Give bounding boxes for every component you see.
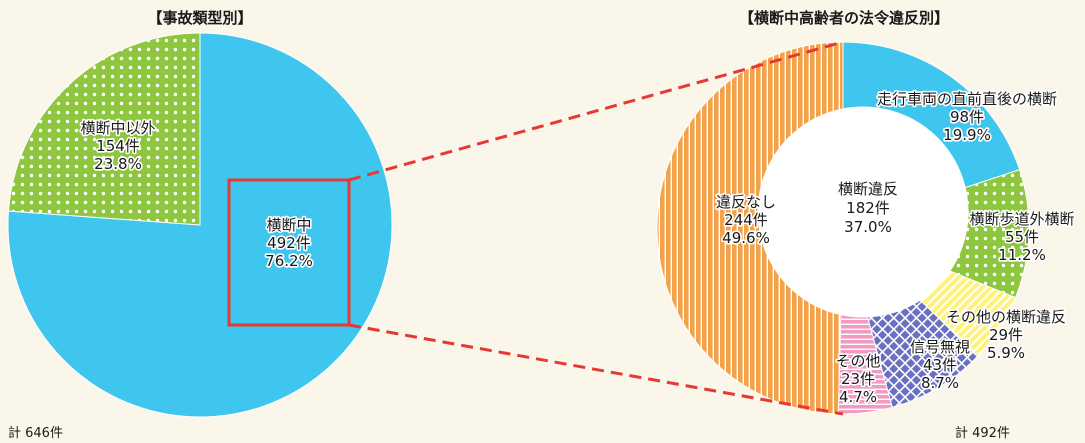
label-right-signal-line-1: 43件 [923,356,957,374]
label-right-other-line-1: 23件 [841,370,875,388]
label-right-other-crossing: その他の横断違反 29件 5.9% [946,308,1066,362]
label-left-crossing-line-2: 76.2% [265,252,313,270]
left-pie-slice-1 [7,32,201,226]
label-left-crossing: 横断中 492件 76.2% [265,216,313,270]
label-right-outside-crosswalk-line-0: 横断歩道外横断 [969,210,1074,228]
left-pie-slice-0 [7,32,393,418]
label-left-crossing-line-1: 492件 [267,234,311,252]
label-right-crossing-violation-line-1: 182件 [846,199,890,217]
label-left-other-line-2: 23.8% [94,155,142,173]
label-right-outside-crosswalk-line-1: 55件 [1005,228,1039,246]
label-right-other-crossing-line-0: その他の横断違反 [946,308,1066,326]
label-left-other-line-1: 154件 [96,137,140,155]
label-right-crossing-violation: 横断違反 182件 37.0% [838,180,898,236]
right-total: 計 492件 [955,425,1010,441]
label-right-other-crossing-line-1: 29件 [989,326,1023,344]
right-pie [656,41,1030,415]
label-right-no-violation-line-1: 244件 [724,211,768,229]
right-pie-inner-circle [757,106,969,318]
connector-line-bottom [348,323,844,416]
label-right-other: その他 23件 4.7% [835,352,880,406]
label-right-signal-line-0: 信号無視 [910,338,970,356]
label-right-outside-crosswalk: 横断歩道外横断 55件 11.2% [969,210,1074,264]
label-right-just-before-after-line-1: 98件 [950,108,984,126]
label-right-signal: 信号無視 43件 8.7% [910,338,970,392]
left-pie [7,32,393,418]
left-total: 計 646件 [8,425,63,441]
zoom-connector-lines [348,40,844,416]
label-right-just-before-after: 走行車両の直前直後の横断 98件 19.9% [877,90,1057,144]
label-left-other-line-0: 横断中以外 [80,119,155,137]
connector-line-top [348,40,844,182]
label-right-signal-line-2: 8.7% [921,374,959,392]
slice-labels: 横断中 492件 76.2% 横断中以外 154件 23.8% 走行車両の直前直後の横断 98… [79,88,1076,407]
label-left-other: 横断中以外 154件 23.8% [80,119,155,173]
left-chart-title: 【事故類型別】 [147,9,252,27]
right-chart-title: 【横断中高齢者の法令違反別】 [739,9,949,27]
label-right-no-violation: 違反なし 244件 49.6% [716,193,776,247]
label-right-other-line-0: その他 [835,352,880,370]
label-right-no-violation-line-0: 違反なし [716,193,776,211]
label-right-crossing-violation-line-0: 横断違反 [838,180,898,198]
label-right-just-before-after-line-2: 19.9% [943,126,991,144]
label-right-other-line-2: 4.7% [839,388,877,406]
label-right-just-before-after-line-0: 走行車両の直前直後の横断 [877,90,1057,108]
label-right-other-crossing-line-2: 5.9% [987,344,1025,362]
label-right-outside-crosswalk-line-2: 11.2% [998,246,1046,264]
label-right-crossing-violation-line-2: 37.0% [844,218,892,236]
highlight-box [227,178,351,327]
label-left-crossing-line-0: 横断中 [266,216,311,234]
label-right-no-violation-line-2: 49.6% [722,229,770,247]
